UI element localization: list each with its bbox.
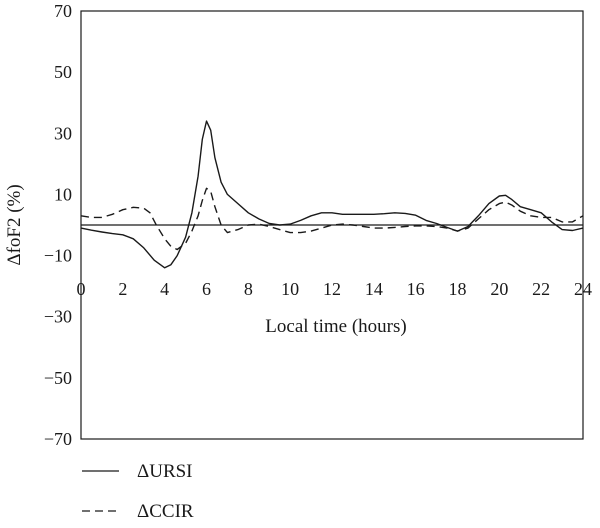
x-tick-label: 18 xyxy=(449,279,467,299)
x-axis-label: Local time (hours) xyxy=(265,316,406,337)
y-tick-label: 30 xyxy=(54,123,72,143)
x-tick-label: 12 xyxy=(323,279,341,299)
x-tick-label: 16 xyxy=(407,279,425,299)
x-tick-label: 6 xyxy=(202,279,211,299)
legend-label-ccir: ΔCCIR xyxy=(137,501,194,522)
y-axis-label: ΔfoF2 (%) xyxy=(4,184,25,265)
x-tick-label: 2 xyxy=(118,279,127,299)
series-line-ccir xyxy=(80,187,584,251)
x-tick-label: 22 xyxy=(532,279,550,299)
y-tick-label: −50 xyxy=(44,368,72,388)
y-tick-label: −10 xyxy=(44,246,72,266)
x-tick-label: 20 xyxy=(490,279,508,299)
y-tick-label: −70 xyxy=(44,429,72,449)
x-tick-label: 4 xyxy=(160,279,169,299)
x-tick-label: 8 xyxy=(244,279,253,299)
y-tick-label: 50 xyxy=(54,62,72,82)
y-tick-label: 10 xyxy=(54,184,72,204)
y-tick-label: −30 xyxy=(44,307,72,327)
legend-label-ursi: ΔURSI xyxy=(137,461,193,482)
x-tick-label: 0 xyxy=(77,279,86,299)
y-tick-label: 70 xyxy=(54,1,72,21)
x-tick-label: 14 xyxy=(365,279,383,299)
x-tick-label: 24 xyxy=(574,279,592,299)
legend: ΔURSI ΔCCIR xyxy=(82,461,194,522)
x-tick-label: 10 xyxy=(281,279,299,299)
series-line-ursi xyxy=(80,120,584,269)
